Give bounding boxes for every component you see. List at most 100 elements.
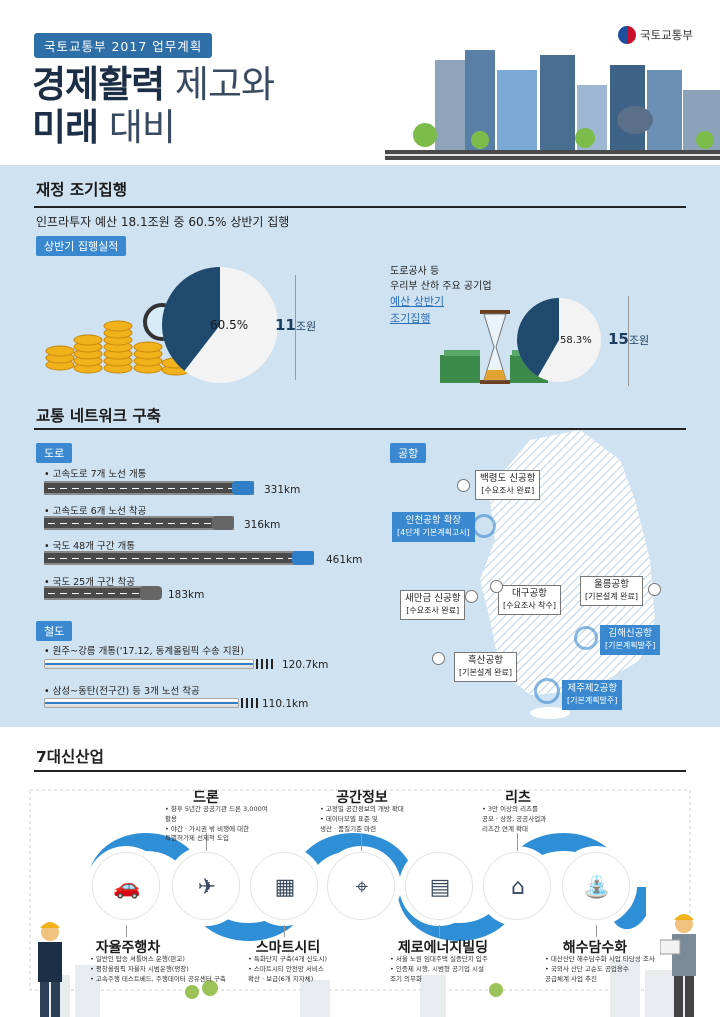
airport-name: 울릉공항 [593,579,629,590]
ministry-emblem-icon [618,26,636,44]
airport-status: [수요조사 착수] [503,600,556,610]
connector-reits [517,833,518,851]
connector-autonomous [126,925,127,937]
airport-jeju2: 제주제2공항 [기본계획발주] [562,680,623,710]
header: 국토교통부 2017 업무계획 경제활력 제고와 미래 대비 국토교통부 [0,0,720,165]
airport-ulleung: 울릉공항 [기본설계 완료] [580,576,643,606]
pie1-bracket [295,275,296,380]
airport-baengnyeong: 백령도 신공항 [수요조사 완료] [475,470,541,500]
car-icon [212,516,234,530]
connector-smartcity [284,925,285,937]
industry-desc-autonomous: • 일반인 탑승 셔틀버스 운행(판교) • 평창올림픽 자율차 시범운행(평창… [90,955,230,984]
finance-section-title: 재정 조기집행 [36,181,127,199]
airport-status: [4단계 기본계획고시] [397,527,470,537]
rail-label-2: • 삼성~동탄(전구간) 등 3개 노선 착공 [44,686,200,697]
airport-status: [수요조사 완료] [406,605,460,615]
airport-status: [수요조사 완료] [481,485,535,495]
water-tap-icon: ⛲ [583,874,611,900]
pie2-amount: 15조원 [608,330,649,348]
connector-zeroenergy [439,925,440,937]
airport-marker [457,479,470,492]
desc-line: • 향후 5년간 공공기관 드론 3,000여 활용 [165,805,268,823]
title-bold-2: 미래 [32,106,99,149]
ministry-logo: 국토교통부 [618,26,693,44]
desc-line: • 특화단지 구축(4개 신도시) [248,955,328,963]
rail-value-2: 110.1km [262,698,309,710]
road-value-2: 316km [244,519,281,531]
road-bar-4 [44,586,144,600]
transport-section-title: 교통 네트워크 구축 [36,407,161,425]
airport-name: 제주제2공항 [567,683,618,694]
desc-line: • 고속주행 테스트베드, 주행데이터 공유센터 구축 [90,974,226,983]
industry-desc-reits: • 3만 이상의 리츠를 공모 · 상장, 공공사업과 리츠간 연계 확대 [482,805,572,834]
connector-desal [596,925,597,937]
industry-title-zeroenergy: 제로에너지빌딩 [397,940,489,956]
drone-icon: ✈ [197,874,217,900]
pie2-note-line1: 도로공사 등 [390,266,440,277]
airport-marker [648,583,661,596]
pie2-unit: 조원 [628,334,650,347]
map-pin-icon: ⌖ [355,874,369,900]
road-label-4: • 국도 25개 구간 착공 [44,577,135,588]
road-value-3: 461km [326,554,363,566]
page-title-line1: 경제활력 제고와 [32,54,275,108]
car-icon [232,481,254,495]
industry-circle-drone: ✈ [172,852,240,920]
industry-title-drone: 드론 [193,790,219,806]
desc-line: • 서울 노원 임대주택 실증단지 입주 [390,955,488,963]
airport-name: 김해신공항 [608,628,653,639]
airport-name: 대구공항 [511,588,547,599]
pie2-bracket [628,296,629,386]
desc-line: • 야간 · 가시권 밖 비행에 대한 [165,824,250,833]
road-bar-3 [44,551,314,565]
finance-divider [34,206,686,208]
pie2-note-line4: 조기집행 [390,311,431,325]
industry-circle-autonomous: 🚗 [92,852,160,920]
airport-marker [465,590,478,603]
industries-section-title: 7대신산업 [36,748,104,766]
pie2-note-line3: 예산 상반기 [390,295,445,308]
pie2-note-line2: 우리부 산하 주요 공기업 [390,281,492,292]
industry-desc-smartcity: • 특화단지 구축(4개 신도시) • 스마트시티 안전망 서비스 확산 · 보… [248,955,358,984]
industry-title-reits: 리츠 [505,790,531,806]
finance-pill: 상반기 집행실적 [36,236,127,256]
pie1-unit: 조원 [295,320,317,333]
industry-desc-drone: • 향후 5년간 공공기관 드론 3,000여 활용 • 야간 · 가시권 밖 … [165,805,275,844]
desc-line: • 인증제 시행, 시범형 공기업 시설 [390,964,484,973]
airport-pulse-ring [472,514,496,538]
airport-name: 새만금 신공항 [405,593,461,604]
pie1-amount-value: 11 [275,316,296,334]
airport-pulse-ring [574,626,598,650]
industry-desc-zeroenergy: • 서울 노원 임대주택 실증단지 입주 • 인증제 시행, 시범형 공기업 시… [390,955,515,984]
road-label-3: • 국도 48개 구간 개통 [44,541,135,552]
pie2-amount-value: 15 [608,330,629,348]
road-value-1: 331km [264,484,301,496]
road-bar-2 [44,516,234,530]
airport-daegu: 대구공항 [수요조사 착수] [498,585,561,615]
finance-subtitle: 인프라투자 예산 18.1조원 중 60.5% 상반기 집행 [36,215,290,229]
transport-divider [34,428,686,430]
airport-saemangeum: 새만금 신공항 [수요조사 완료] [400,590,466,620]
rail-pill: 철도 [36,621,73,641]
pie-chart-1 [162,267,278,383]
worker-right-illustration [660,914,696,1017]
rail-bar-1 [44,659,254,669]
road-label-1: • 고속도로 7개 노선 개통 [44,469,147,480]
desc-line: • 고정밀 공간정보의 개방 확대 [320,805,404,813]
industry-title-spatial: 공간정보 [336,790,388,806]
industry-title-desal: 해수담수화 [562,940,628,956]
airport-heuksan: 흑산공항 [기본설계 완료] [454,652,517,682]
rail-value-1: 120.7km [282,659,329,671]
title-thin-2: 대비 [98,106,176,149]
city-skyline-illustration [385,50,720,160]
connector-spatial [361,833,362,851]
desc-line: • 3만 이상의 리츠를 [482,805,539,813]
airport-name: 인천공항 확장 [405,515,462,526]
airport-pill: 공항 [390,443,427,463]
industry-title-smartcity: 스마트시티 [255,940,321,956]
pie2-percent: 58.3% [560,335,592,346]
desc-line: • 스마트시티 안전망 서비스 [248,964,324,973]
rail-label-1: • 원주~강릉 개통('17.12, 동계올림픽 수송 지원) [44,646,245,657]
desc-line: 확산 · 보급(6개 지자체) [248,974,314,983]
reits-icon: ⌂ [511,874,525,900]
